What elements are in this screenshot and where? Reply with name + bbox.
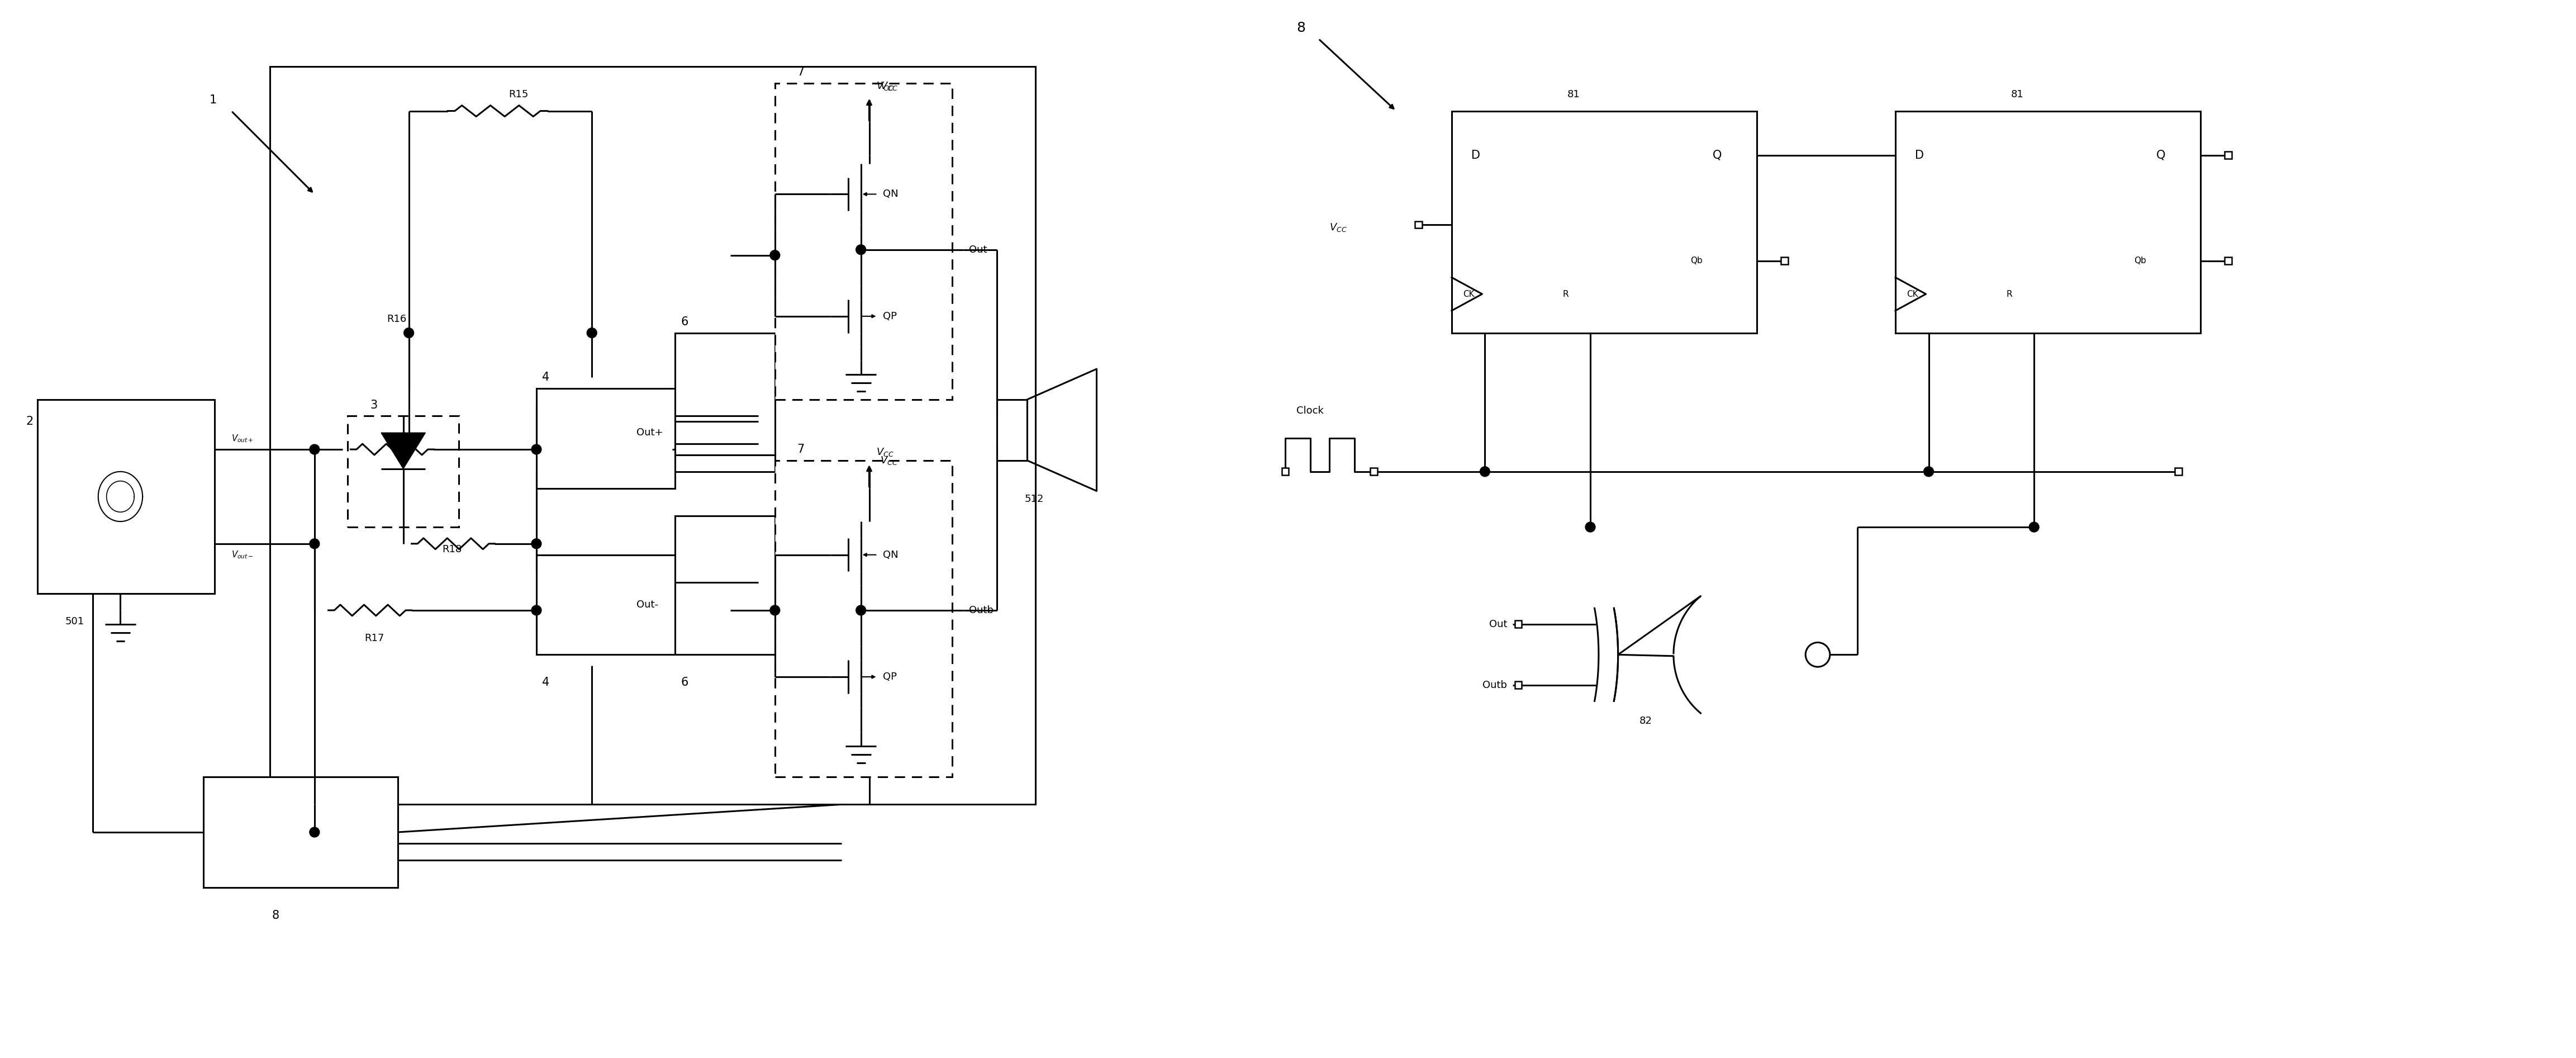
- Circle shape: [1481, 467, 1489, 476]
- Text: 8: 8: [273, 910, 278, 922]
- Text: Q: Q: [2156, 150, 2166, 161]
- Text: $V_{CC}$: $V_{CC}$: [881, 80, 899, 92]
- Text: $V_{CC}$: $V_{CC}$: [876, 80, 894, 92]
- Circle shape: [309, 444, 319, 454]
- Text: CK: CK: [1463, 290, 1473, 298]
- Text: Q: Q: [1713, 150, 1721, 161]
- Circle shape: [855, 244, 866, 255]
- Text: $V_{CC}$: $V_{CC}$: [881, 455, 899, 466]
- Bar: [204, 777, 397, 888]
- Text: Clock: Clock: [1296, 405, 1324, 416]
- Text: $V_{out-}$: $V_{out-}$: [232, 549, 252, 560]
- Text: 2: 2: [26, 416, 33, 427]
- Bar: [348, 416, 459, 527]
- Circle shape: [1584, 522, 1595, 532]
- Circle shape: [309, 539, 319, 549]
- Text: Out-: Out-: [636, 600, 657, 609]
- Circle shape: [404, 328, 415, 338]
- Text: QN: QN: [884, 189, 899, 199]
- Bar: [997, 400, 1028, 460]
- Text: 6: 6: [680, 316, 688, 327]
- Bar: [675, 516, 775, 655]
- Polygon shape: [381, 433, 425, 469]
- Text: Outb: Outb: [969, 605, 994, 616]
- Bar: [1414, 221, 1422, 229]
- Text: 501: 501: [64, 617, 85, 626]
- Text: 7: 7: [796, 67, 804, 77]
- Bar: [1283, 468, 1288, 475]
- Text: D: D: [1914, 150, 1924, 161]
- Text: $V_{CC}$: $V_{CC}$: [876, 446, 894, 458]
- Text: Outb: Outb: [1484, 680, 1507, 690]
- Text: QN: QN: [884, 550, 899, 560]
- Bar: [536, 388, 675, 488]
- Text: CK: CK: [1906, 290, 1919, 298]
- Bar: [775, 460, 953, 777]
- Circle shape: [2030, 522, 2040, 532]
- Text: 4: 4: [541, 677, 549, 688]
- Circle shape: [531, 605, 541, 616]
- Circle shape: [309, 827, 319, 837]
- Text: QP: QP: [884, 672, 896, 682]
- Text: R16: R16: [386, 314, 407, 324]
- Bar: [675, 333, 775, 472]
- Text: Qb: Qb: [1690, 256, 1703, 264]
- Circle shape: [770, 250, 781, 260]
- Text: 7: 7: [796, 443, 804, 455]
- Text: Out+: Out+: [636, 427, 662, 438]
- Bar: [1515, 621, 1522, 627]
- Text: 1: 1: [209, 94, 216, 106]
- Circle shape: [587, 328, 598, 338]
- Text: 512: 512: [1025, 494, 1043, 505]
- Bar: [2226, 151, 2231, 159]
- Text: Out: Out: [969, 244, 987, 255]
- Bar: [1896, 111, 2200, 333]
- Bar: [2174, 468, 2182, 475]
- Text: R15: R15: [507, 89, 528, 99]
- Circle shape: [531, 539, 541, 549]
- Text: $V_{out+}$: $V_{out+}$: [232, 433, 252, 443]
- Text: Qb: Qb: [2133, 256, 2146, 264]
- Bar: [1515, 681, 1522, 689]
- Bar: [36, 400, 214, 594]
- Text: R17: R17: [363, 633, 384, 643]
- Circle shape: [531, 444, 541, 454]
- Bar: [270, 67, 1036, 804]
- Text: $V_{CC}$: $V_{CC}$: [1329, 222, 1347, 233]
- Text: 81: 81: [1566, 89, 1579, 99]
- Text: Out: Out: [1489, 619, 1507, 630]
- Text: QP: QP: [884, 311, 896, 322]
- Bar: [2226, 257, 2231, 264]
- Text: R: R: [1564, 290, 1569, 298]
- Bar: [1780, 257, 1788, 264]
- Bar: [1370, 468, 1378, 475]
- Circle shape: [855, 605, 866, 616]
- Text: 4: 4: [541, 371, 549, 383]
- Circle shape: [770, 605, 781, 616]
- Text: D: D: [1471, 150, 1481, 161]
- Bar: [536, 554, 675, 655]
- Circle shape: [399, 444, 407, 454]
- Circle shape: [1924, 467, 1935, 476]
- Text: R: R: [2007, 290, 2012, 298]
- Text: R18: R18: [443, 544, 461, 554]
- Text: 82: 82: [1638, 716, 1651, 726]
- Text: 8: 8: [1296, 21, 1306, 35]
- Text: 6: 6: [680, 677, 688, 688]
- Text: 81: 81: [2012, 89, 2025, 99]
- Text: 3: 3: [371, 400, 379, 411]
- Bar: [1453, 111, 1757, 333]
- Circle shape: [404, 444, 415, 454]
- Bar: [775, 84, 953, 400]
